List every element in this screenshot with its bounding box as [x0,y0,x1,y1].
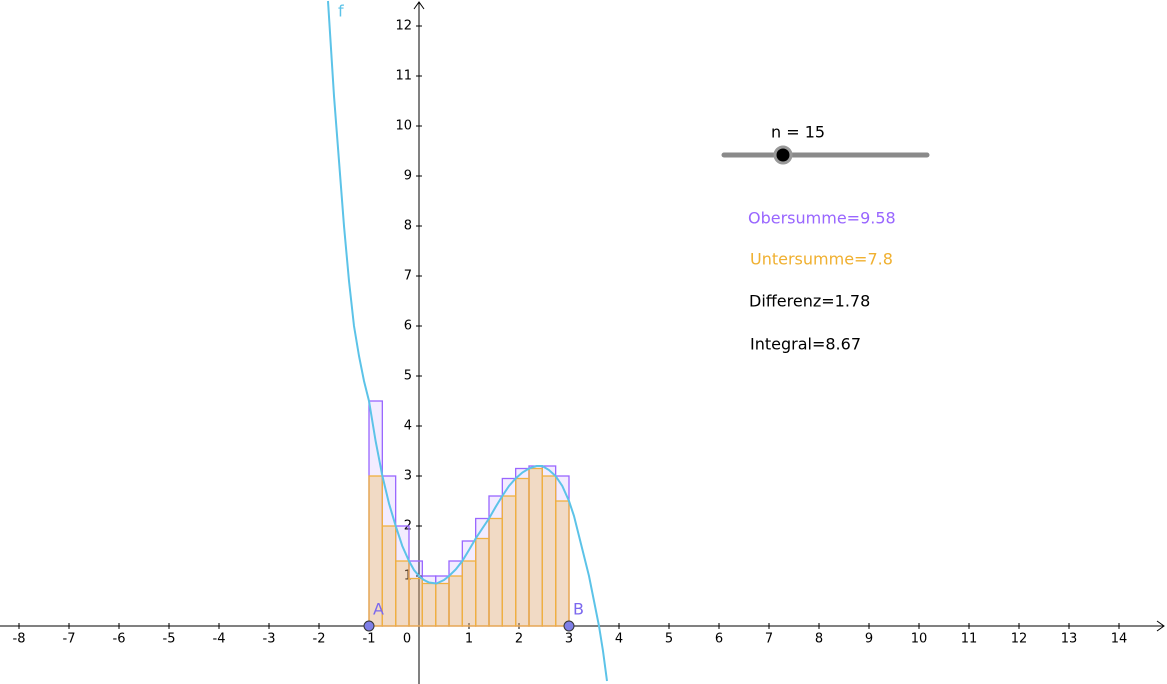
lower-sum-bar [541,475,557,627]
x-axis-arrow [1156,620,1165,632]
lower-sum-bar [435,582,450,627]
y-tick-label: 6 [404,319,412,334]
y-tick-label: 1 [404,569,412,584]
x-tick-label: 3 [565,632,573,647]
x-tick-label: 1 [465,632,473,647]
point-label: A [373,600,384,619]
lower-sum-bar [501,495,517,627]
y-tick-label: 9 [404,169,412,184]
annotation: Obersumme=9.58 [748,209,896,228]
y-tick-label: 4 [404,419,412,434]
x-tick-label: 7 [765,632,773,647]
lower-sum-bar [475,537,490,627]
slider-knob[interactable] [773,145,793,165]
x-tick-label: 8 [815,632,823,647]
lower-sum-bar [421,582,437,627]
x-tick-label: -2 [313,632,326,647]
function-curve [327,0,608,682]
point[interactable] [563,620,575,632]
x-tick-label: 6 [715,632,723,647]
x-tick-label: 9 [865,632,873,647]
lower-sum-bar [515,477,530,627]
point-label: B [573,600,584,619]
y-tick-label: 5 [404,369,412,384]
y-tick-label: 11 [395,69,412,84]
x-tick-label: -7 [63,632,76,647]
x-tick-label: 14 [1111,632,1128,647]
lower-sum-bar [555,500,570,627]
annotation: Untersumme=7.8 [750,250,893,269]
y-tick-label: 8 [404,219,412,234]
annotation: Integral=8.67 [750,335,861,354]
lower-sum-bar [461,560,477,627]
x-tick-label: -1 [363,632,376,647]
x-tick-label: 0 [403,632,411,647]
slider-label: n = 15 [771,123,825,142]
lower-sum-bar [448,575,463,627]
x-tick-label: 2 [515,632,523,647]
x-tick-label: 4 [615,632,623,647]
lower-sum-bar [381,525,397,627]
x-tick-label: 11 [961,632,978,647]
x-tick-label: -3 [263,632,276,647]
annotation: Differenz=1.78 [749,292,870,311]
lower-sum-bar [395,560,410,627]
y-tick-label: 10 [395,119,412,134]
x-tick-label: -5 [163,632,176,647]
y-tick-label: 12 [395,19,412,34]
x-tick-label: 5 [665,632,673,647]
y-axis-arrow [413,1,425,10]
point[interactable] [363,620,375,632]
x-tick-label: 13 [1061,632,1078,647]
y-tick-label: 7 [404,269,412,284]
lower-sum-bar [488,517,503,627]
y-tick-label: 3 [404,469,412,484]
lower-sum-bar [528,467,543,627]
function-label: f [338,2,344,21]
x-tick-label: -6 [113,632,126,647]
x-tick-label: -8 [13,632,26,647]
x-tick-label: 12 [1011,632,1028,647]
x-tick-label: -4 [213,632,226,647]
x-tick-label: 10 [911,632,928,647]
lower-sum-bar [408,577,423,627]
